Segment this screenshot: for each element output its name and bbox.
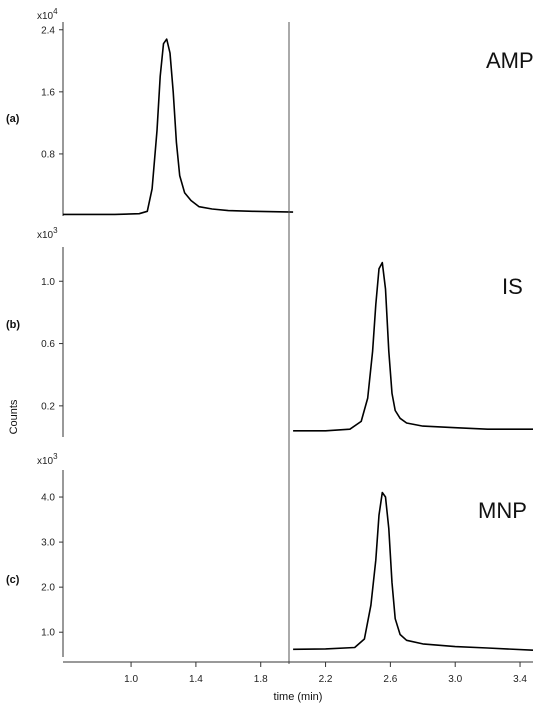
panel-a: x104 (a) AMP 0.8 1.6 2.4 (6, 7, 534, 216)
panel-b-y-tick-label: 1.0 (41, 277, 55, 288)
panel-a-y-tick-label: 2.4 (41, 25, 55, 36)
x-tick-label: 3.0 (448, 674, 462, 685)
panel-b-y-tick-label: 0.2 (41, 401, 55, 412)
x-tick-label: 3.4 (513, 674, 527, 685)
panel-a-y-tick-label: 0.8 (41, 149, 55, 160)
panel-b-multiplier: x103 (37, 226, 58, 241)
panel-a-y-ticks: 0.8 1.6 2.4 (41, 22, 64, 216)
panel-a-letter: (a) (6, 113, 20, 125)
x-tick-label: 1.4 (189, 674, 203, 685)
panel-b-letter: (b) (6, 319, 20, 331)
panel-b-y-tick-label: 0.6 (41, 339, 55, 350)
panel-c-y-ticks: 1.0 2.0 3.0 4.0 (41, 470, 64, 657)
x-tick-label: 2.6 (383, 674, 397, 685)
panel-b-y-ticks: 0.2 0.6 1.0 (41, 247, 64, 437)
panel-c-y-tick-label: 1.0 (41, 628, 55, 639)
x-axis-title: time (min) (274, 691, 323, 703)
panel-c-y-tick-label: 3.0 (41, 538, 55, 549)
panel-c-letter: (c) (6, 574, 20, 586)
panel-b-trace (293, 261, 533, 432)
panel-c: x103 (c) MNP 1.0 2.0 3.0 4.0 (6, 452, 534, 657)
panel-a-trace (63, 38, 294, 216)
x-axis-ticks: 1.0 1.4 1.8 2.2 2.6 3.0 3.4 (124, 662, 527, 685)
panel-a-compound-label: AMP (486, 48, 534, 73)
panel-a-y-tick-label: 1.6 (41, 87, 55, 98)
panel-b-compound-label: IS (502, 274, 523, 299)
panel-a-multiplier: x104 (37, 7, 58, 22)
panel-c-y-tick-label: 4.0 (41, 493, 55, 504)
panel-c-compound-label: MNP (478, 498, 527, 523)
panel-c-y-tick-label: 2.0 (41, 583, 55, 594)
panel-c-multiplier: x103 (37, 452, 58, 467)
panel-c-trace (293, 491, 534, 651)
x-tick-label: 2.2 (319, 674, 333, 685)
x-tick-label: 1.8 (254, 674, 268, 685)
x-tick-label: 1.0 (124, 674, 138, 685)
panel-b: x103 (b) IS 0.2 0.6 1.0 (6, 226, 533, 437)
y-axis-title: Counts (8, 399, 20, 434)
